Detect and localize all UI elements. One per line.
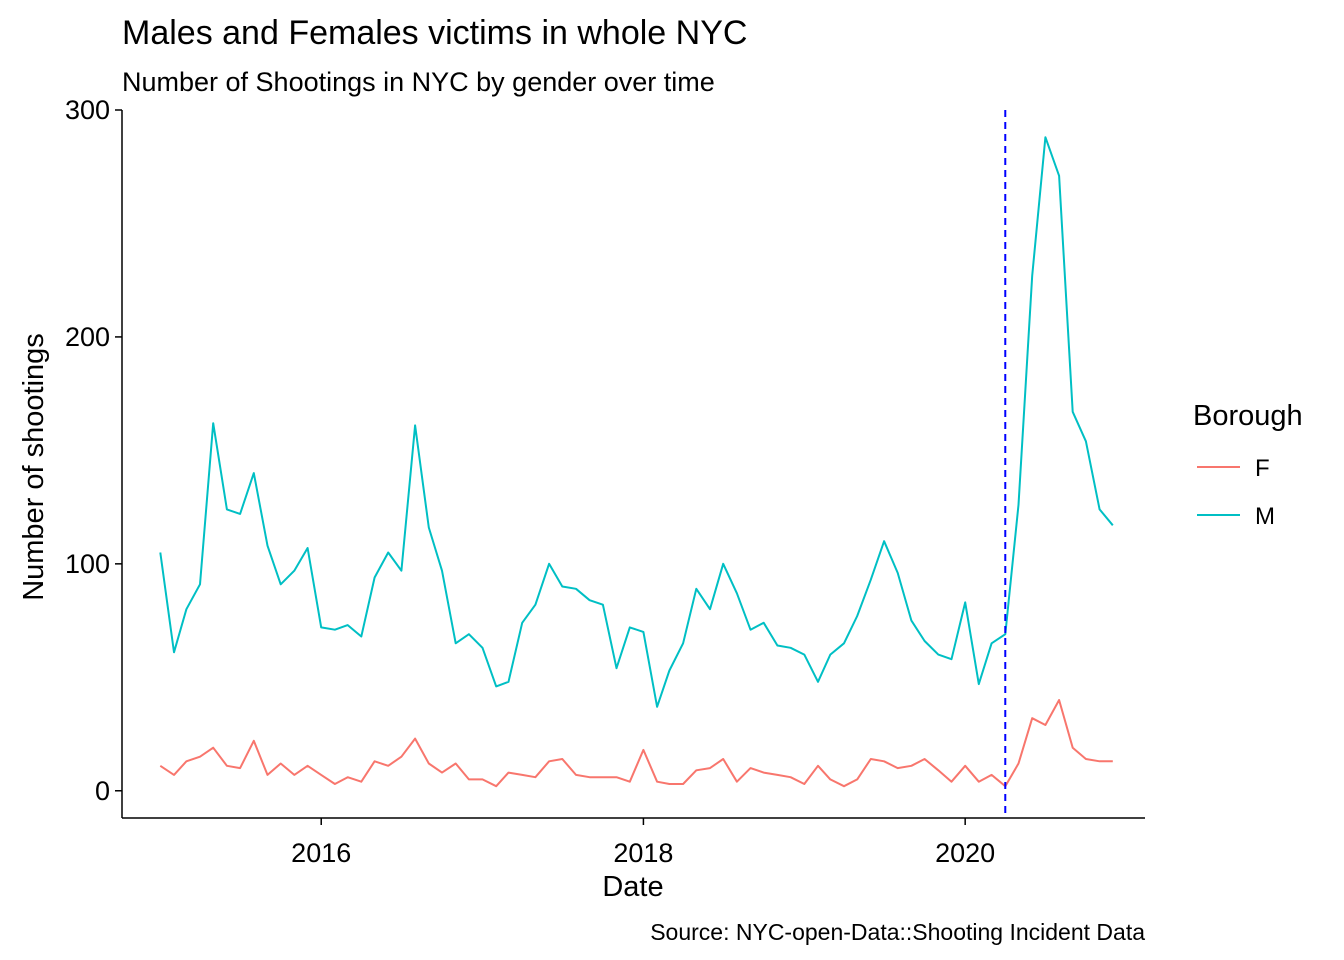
- legend-label-f: F: [1255, 455, 1270, 482]
- y-tick-label: 100: [65, 549, 110, 579]
- legend-label-m: M: [1255, 503, 1275, 530]
- x-tick-label: 2016: [291, 838, 351, 868]
- legend-items: FM: [1197, 455, 1275, 530]
- y-tick-label: 300: [65, 95, 110, 125]
- y-axis-ticks: 0 100 200 300: [65, 95, 122, 806]
- legend: Borough FM: [1193, 400, 1303, 530]
- y-tick-label: 0: [95, 776, 110, 806]
- plot-area: [159, 110, 1114, 818]
- y-tick-label: 200: [65, 322, 110, 352]
- x-axis-title: Date: [602, 871, 663, 903]
- x-tick-label: 2018: [613, 838, 673, 868]
- chart-subtitle: Number of Shootings in NYC by gender ove…: [122, 67, 715, 97]
- legend-title: Borough: [1193, 400, 1303, 432]
- chart-title: Males and Females victims in whole NYC: [122, 14, 747, 52]
- y-axis-title: Number of shootings: [18, 333, 50, 601]
- series-line-f: [159, 699, 1113, 788]
- x-tick-label: 2020: [935, 838, 995, 868]
- x-axis-ticks: 2016 2018 2020: [291, 818, 995, 868]
- series-line-m: [159, 136, 1114, 708]
- chart-caption: Source: NYC-open-Data::Shooting Incident…: [650, 919, 1145, 945]
